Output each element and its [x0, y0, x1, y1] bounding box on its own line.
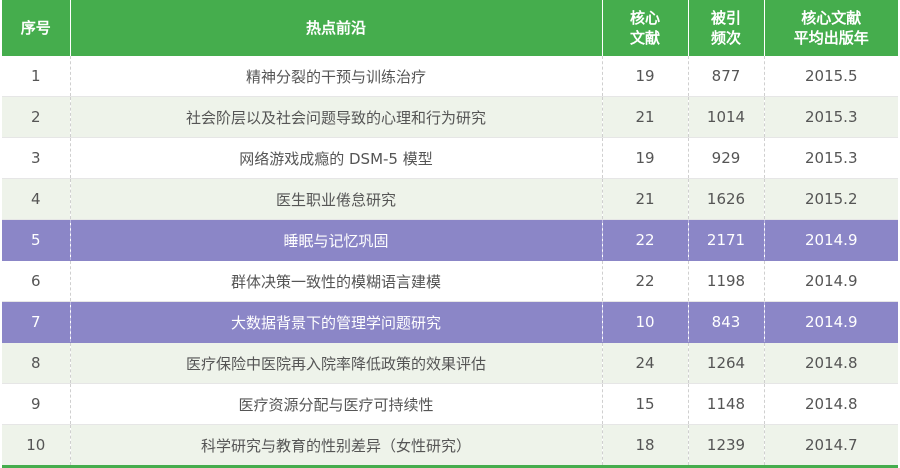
header-citations: 被引 频次	[688, 0, 765, 56]
cell-core-docs: 18	[602, 424, 689, 468]
table-row: 5 睡眠与记忆巩固 22 2171 2014.9	[2, 219, 898, 261]
cell-avg-year: 2014.8	[764, 342, 898, 384]
cell-avg-year: 2014.8	[764, 383, 898, 425]
header-row: 序号 热点前沿 核心 文献 被引 频次 核心文献 平均出版年	[2, 0, 898, 56]
cell-avg-year: 2014.9	[764, 301, 898, 343]
cell-avg-year: 2014.9	[764, 219, 898, 261]
cell-topic: 社会阶层以及社会问题导致的心理和行为研究	[70, 96, 603, 138]
cell-avg-year: 2014.7	[764, 424, 898, 468]
table-row: 9 医疗资源分配与医疗可持续性 15 1148 2014.8	[2, 383, 898, 425]
cell-citations: 843	[688, 301, 765, 343]
table-row: 1 精神分裂的干预与训练治疗 19 877 2015.5	[2, 56, 898, 97]
cell-citations: 2171	[688, 219, 765, 261]
cell-core-docs: 19	[602, 56, 689, 97]
cell-citations: 1148	[688, 383, 765, 425]
cell-index: 10	[2, 424, 71, 468]
table-body: 1 精神分裂的干预与训练治疗 19 877 2015.5 2 社会阶层以及社会问题导致的心理…	[2, 56, 898, 468]
cell-citations: 1014	[688, 96, 765, 138]
table-row: 4 医生职业倦怠研究 21 1626 2015.2	[2, 178, 898, 220]
cell-citations: 1239	[688, 424, 765, 468]
cell-topic: 医生职业倦怠研究	[70, 178, 603, 220]
cell-index: 3	[2, 137, 71, 179]
cell-avg-year: 2015.3	[764, 96, 898, 138]
header-index: 序号	[2, 0, 71, 56]
header-year-line1: 核心文献	[801, 9, 862, 27]
cell-topic: 科学研究与教育的性别差异（女性研究）	[70, 424, 603, 468]
cell-core-docs: 21	[602, 96, 689, 138]
cell-topic: 精神分裂的干预与训练治疗	[70, 56, 603, 97]
table-row: 6 群体决策一致性的模糊语言建模 22 1198 2014.9	[2, 260, 898, 302]
header-core-line1: 核心	[629, 9, 660, 27]
table-row: 2 社会阶层以及社会问题导致的心理和行为研究 21 1014 2015.3	[2, 96, 898, 138]
cell-topic: 网络游戏成瘾的 DSM-5 模型	[70, 137, 603, 179]
header-topic: 热点前沿	[70, 0, 603, 56]
header-core-docs: 核心 文献	[602, 0, 689, 56]
cell-avg-year: 2015.2	[764, 178, 898, 220]
cell-citations: 1264	[688, 342, 765, 384]
cell-topic: 群体决策一致性的模糊语言建模	[70, 260, 603, 302]
table-row: 10 科学研究与教育的性别差异（女性研究） 18 1239 2014.7	[2, 424, 898, 468]
cell-index: 2	[2, 96, 71, 138]
cell-core-docs: 22	[602, 260, 689, 302]
cell-index: 1	[2, 56, 71, 97]
cell-avg-year: 2014.9	[764, 260, 898, 302]
cell-index: 5	[2, 219, 71, 261]
cell-index: 4	[2, 178, 71, 220]
table-row: 7 大数据背景下的管理学问题研究 10 843 2014.9	[2, 301, 898, 343]
header-avg-year: 核心文献 平均出版年	[764, 0, 898, 56]
header-year-line2: 平均出版年	[793, 29, 869, 47]
cell-index: 8	[2, 342, 71, 384]
cell-core-docs: 24	[602, 342, 689, 384]
cell-citations: 877	[688, 56, 765, 97]
table-row: 3 网络游戏成瘾的 DSM-5 模型 19 929 2015.3	[2, 137, 898, 179]
cell-avg-year: 2015.5	[764, 56, 898, 97]
cell-index: 6	[2, 260, 71, 302]
cell-citations: 1198	[688, 260, 765, 302]
header-cite-line2: 频次	[710, 29, 741, 47]
table-row: 8 医疗保险中医院再入院率降低政策的效果评估 24 1264 2014.8	[2, 342, 898, 384]
cell-topic: 医疗资源分配与医疗可持续性	[70, 383, 603, 425]
header-cite-line1: 被引	[710, 9, 741, 27]
cell-index: 9	[2, 383, 71, 425]
cell-core-docs: 21	[602, 178, 689, 220]
cell-citations: 929	[688, 137, 765, 179]
cell-core-docs: 15	[602, 383, 689, 425]
header-core-line2: 文献	[629, 29, 660, 47]
cell-citations: 1626	[688, 178, 765, 220]
table-header: 序号 热点前沿 核心 文献 被引 频次 核心文献 平均出版年	[2, 0, 898, 56]
cell-avg-year: 2015.3	[764, 137, 898, 179]
cell-core-docs: 22	[602, 219, 689, 261]
cell-index: 7	[2, 301, 71, 343]
cell-topic: 大数据背景下的管理学问题研究	[70, 301, 603, 343]
cell-topic: 睡眠与记忆巩固	[70, 219, 603, 261]
cell-core-docs: 10	[602, 301, 689, 343]
cell-core-docs: 19	[602, 137, 689, 179]
cell-topic: 医疗保险中医院再入院率降低政策的效果评估	[70, 342, 603, 384]
